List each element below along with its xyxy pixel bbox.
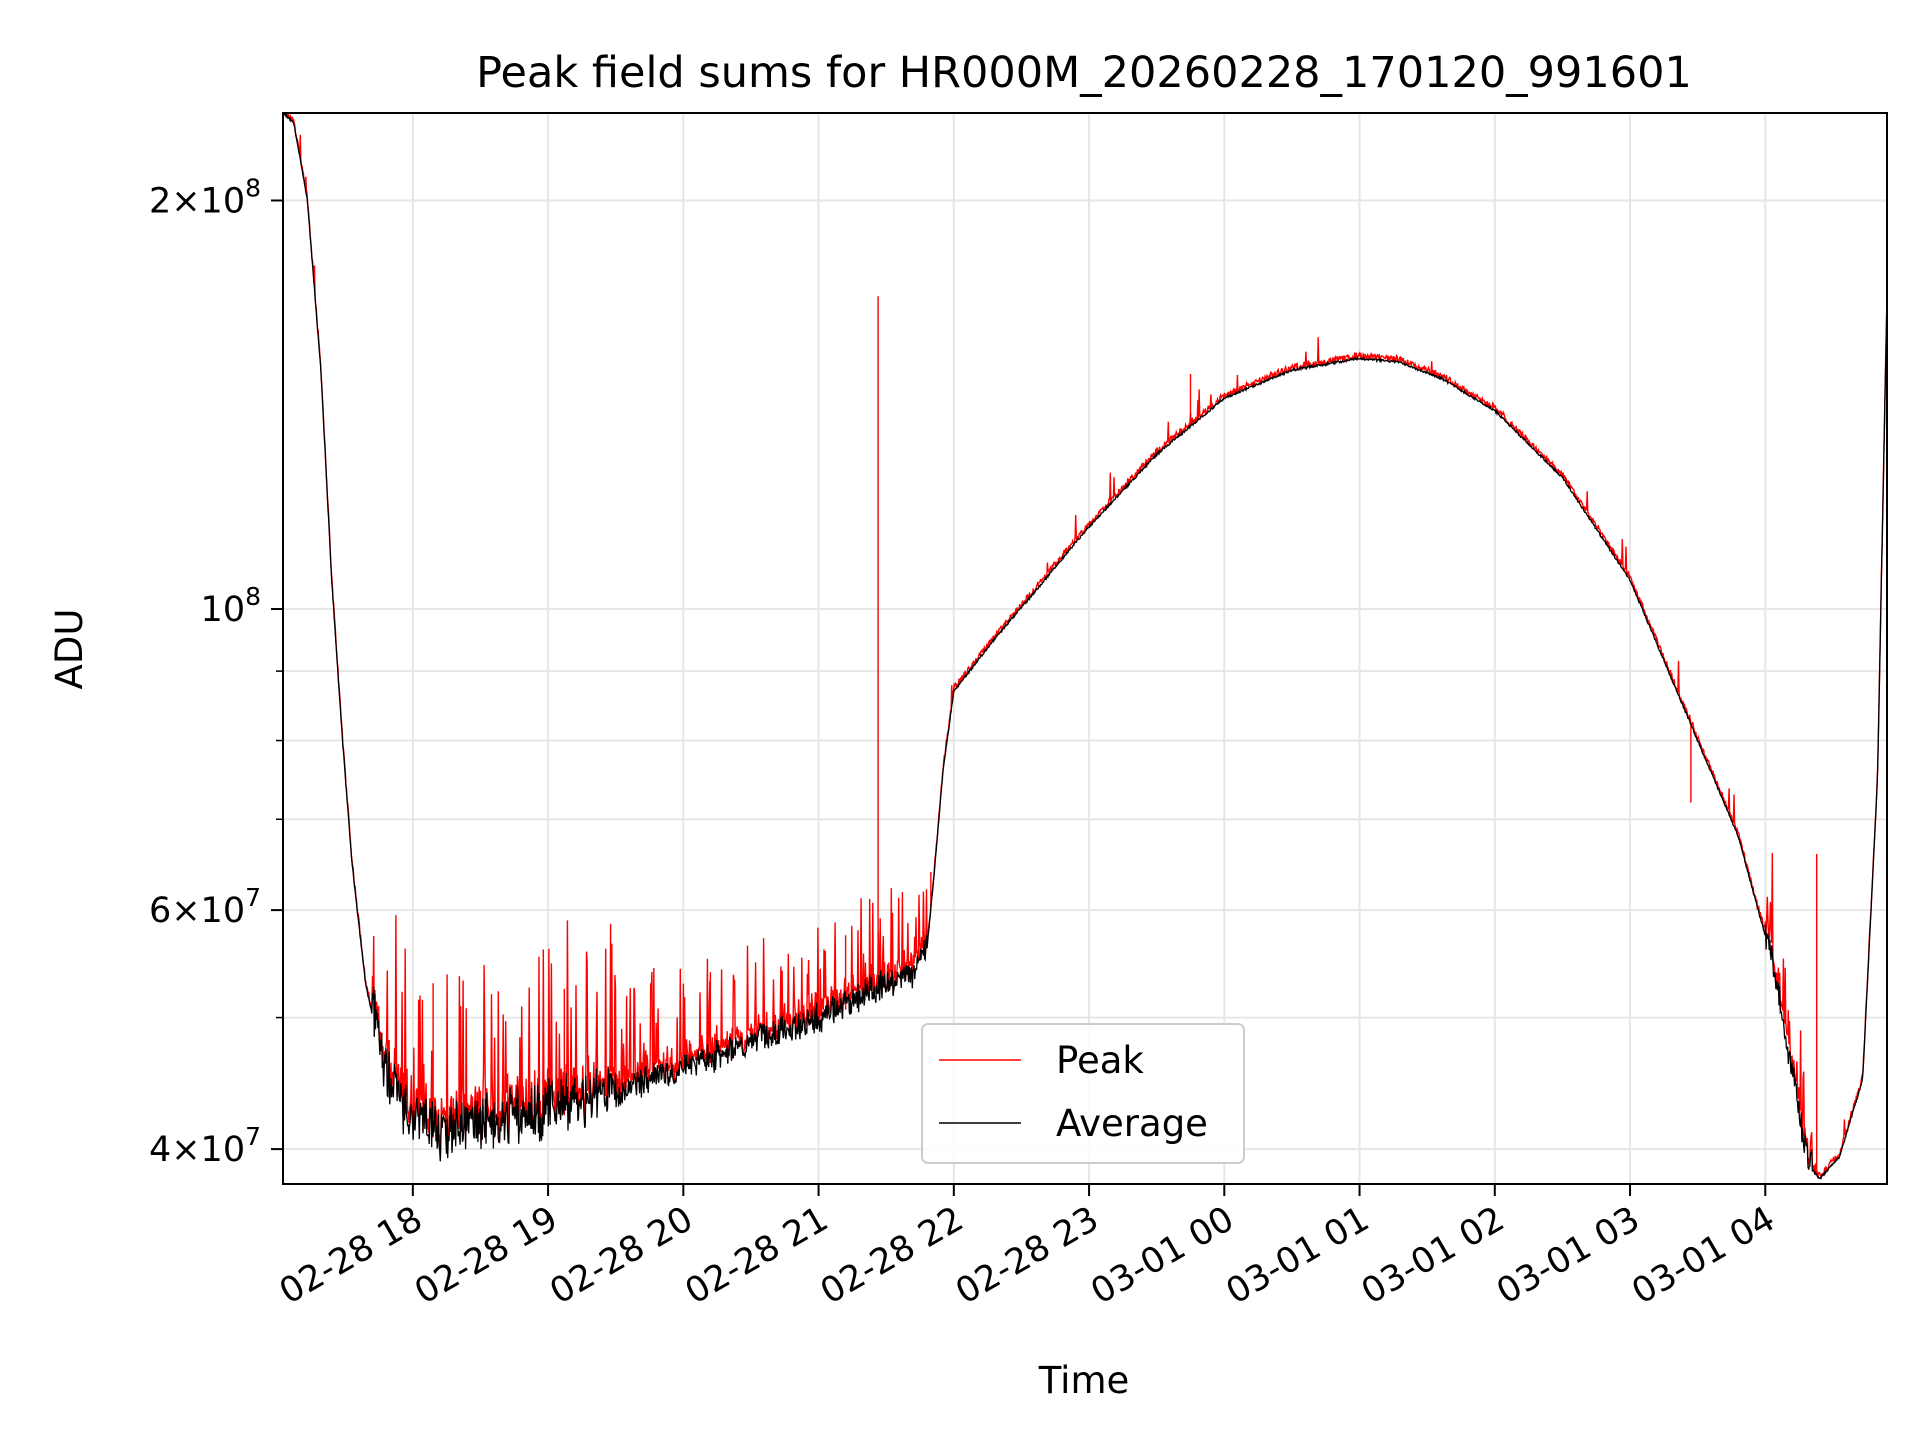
legend: Peak Average — [921, 1023, 1245, 1164]
y-axis: 4×107 6×107 108 2×108 — [149, 173, 283, 1170]
y-tick-label: 4×107 — [149, 1122, 261, 1170]
y-tick-label: 6×107 — [149, 883, 261, 931]
grid-lines — [283, 113, 1887, 1184]
y-axis-label: ADU — [48, 609, 91, 690]
y-tick-label: 108 — [201, 582, 261, 630]
legend-average-label: Average — [1056, 1102, 1208, 1145]
legend-peak-label: Peak — [1056, 1039, 1144, 1082]
plot-series — [282, 112, 1888, 1180]
plot-area-frame — [282, 112, 1888, 1185]
chart-title: Peak field sums for HR000M_20260228_1701… — [476, 48, 1692, 98]
y-tick-label: 2×108 — [149, 173, 261, 221]
legend-box — [921, 1023, 1245, 1164]
series-average-line — [282, 112, 1888, 1180]
x-axis-label: Time — [1038, 1359, 1130, 1402]
